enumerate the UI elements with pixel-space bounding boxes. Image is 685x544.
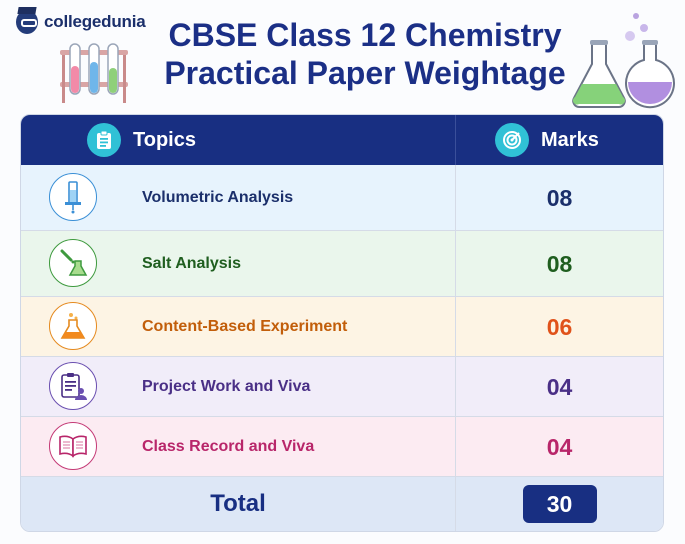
marks-value: 04 (546, 433, 573, 460)
topic-label: Content-Based Experiment (142, 318, 348, 335)
brand-name: collegedunia (44, 12, 146, 31)
title-line-1: CBSE Class 12 Chemistry (168, 17, 562, 53)
column-divider (455, 165, 456, 231)
clipboard-person-icon (49, 362, 97, 410)
topic-cell: Content-Based Experiment (21, 297, 455, 357)
table-row: Class Record and Viva 04 (21, 417, 663, 477)
marks-value: 04 (546, 373, 573, 400)
topic-cell: Project Work and Viva (21, 357, 455, 417)
column-divider (455, 417, 456, 477)
column-divider (455, 297, 456, 357)
topic-label: Volumetric Analysis (142, 189, 294, 206)
target-icon (495, 123, 529, 157)
page-title: CBSE Class 12 Chemistry Practical Paper … (150, 16, 580, 92)
row-divider (21, 476, 663, 477)
table-row: Content-Based Experiment 06 (21, 297, 663, 357)
weightage-table: Topics Marks Volumetric Analysis 08 (20, 114, 664, 532)
open-book-icon (49, 422, 97, 470)
topic-cell: Class Record and Viva (21, 417, 455, 477)
table-row: Volumetric Analysis 08 (21, 165, 663, 231)
row-divider (21, 416, 663, 417)
header-marks: Marks (495, 115, 599, 165)
table-header: Topics Marks (21, 115, 663, 165)
table-row: Project Work and Viva 04 (21, 357, 663, 417)
row-divider (21, 230, 663, 231)
dropper-flask-icon (49, 239, 97, 287)
table-row: Salt Analysis 08 (21, 231, 663, 297)
total-row: Total 30 (21, 477, 663, 531)
marks-value: 08 (546, 250, 573, 277)
total-label: Total (210, 490, 266, 517)
chemistry-flasks-icon (572, 13, 675, 109)
burette-icon (49, 173, 97, 221)
column-divider (455, 477, 456, 531)
graduate-mascot-icon (16, 10, 38, 34)
row-divider (21, 296, 663, 297)
topic-label: Class Record and Viva (142, 438, 315, 455)
collegedunia-logo[interactable]: collegedunia (16, 10, 146, 34)
header-divider (455, 115, 456, 165)
topic-label: Salt Analysis (142, 255, 242, 272)
total-value: 30 (522, 485, 597, 523)
column-divider (455, 357, 456, 417)
title-line-2: Practical Paper Weightage (164, 55, 566, 91)
header-topics-label: Topics (133, 128, 196, 151)
marks-value: 06 (546, 313, 573, 340)
flask-icon (49, 302, 97, 350)
topic-cell: Volumetric Analysis (21, 165, 455, 231)
row-divider (21, 356, 663, 357)
marks-value: 08 (546, 184, 573, 211)
column-divider (455, 231, 456, 297)
test-tubes-icon (60, 43, 128, 103)
clipboard-icon (87, 123, 121, 157)
total-cell: 30 (456, 477, 663, 531)
topic-label: Project Work and Viva (142, 378, 311, 395)
header-marks-label: Marks (541, 128, 599, 151)
header-topics: Topics (87, 115, 196, 165)
topic-cell: Salt Analysis (21, 231, 455, 297)
